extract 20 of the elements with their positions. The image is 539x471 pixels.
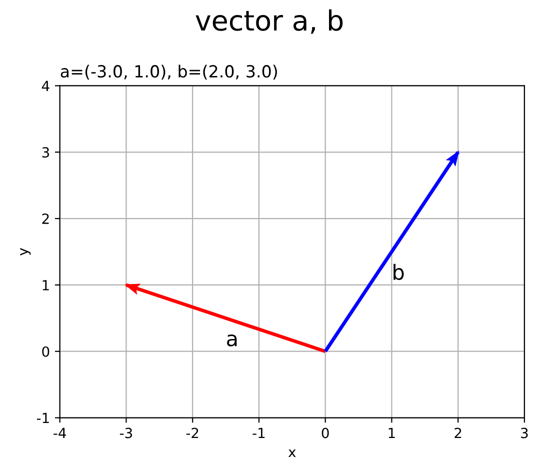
y-axis-title: y [20,248,31,256]
y-tick-label: 2 [42,214,49,224]
y-tick-label: 0 [42,346,50,357]
x-tick-label: 3 [521,428,528,438]
x-tick-label: 0 [322,428,329,438]
x-tick-label: -1 [252,428,265,438]
annotation: a [227,334,237,346]
x-tick-label: 1 [388,428,395,438]
x-tick-label: -2 [186,428,198,438]
x-tick-label: -4 [54,428,66,438]
x-tick-label: 2 [454,428,462,438]
x-axis-title: x [288,449,296,458]
annotation: b [394,264,404,280]
chart-subtitle: a=(-3.0, 1.0), b=(2.0, 3.0) [60,64,277,80]
y-tick-label: 1 [42,280,49,290]
y-tick-label: -1 [36,412,49,424]
chart-title: vector a, b [196,9,343,34]
y-tick-label: 3 [42,147,49,158]
y-tick-label: 4 [42,80,50,91]
x-tick-label: -3 [120,428,132,438]
